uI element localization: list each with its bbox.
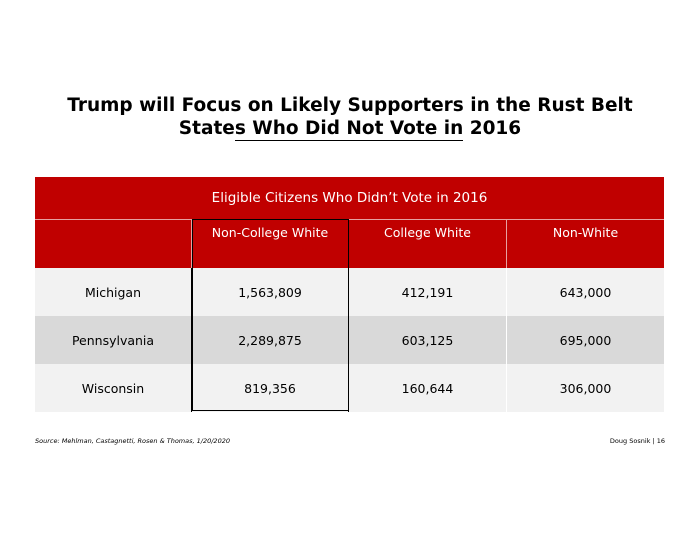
cell-college-white: 160,644 xyxy=(349,364,507,412)
table-row: Michigan 1,563,809 412,191 643,000 xyxy=(35,268,664,316)
title-line-2-prefix: State xyxy=(178,118,235,139)
cell-non-white: 695,000 xyxy=(559,332,612,348)
table-header-row: Non-College White College White Non-Whit… xyxy=(35,220,664,268)
page-number: Doug Sosnik | 16 xyxy=(609,437,665,445)
row-state: Michigan xyxy=(35,268,192,316)
header-college-white: College White xyxy=(349,220,507,268)
title-line-1: Trump will Focus on Likely Supporters in… xyxy=(67,95,633,116)
cell-non-college-white: 1,563,809 xyxy=(192,268,349,316)
table-banner: Eligible Citizens Who Didn’t Vote in 201… xyxy=(35,177,664,220)
title-line-2: States Who Did Not Vote in 2016 xyxy=(0,117,700,141)
cell-college-white: 412,191 xyxy=(349,268,507,316)
cell-non-white: 643,000 xyxy=(559,284,612,300)
header-state xyxy=(35,220,192,268)
title-underlined-text: s Who Did Not Vote in xyxy=(234,118,464,141)
title-line-2-suffix: 2016 xyxy=(463,118,522,139)
slide-title: Trump will Focus on Likely Supporters in… xyxy=(0,94,700,141)
cell-non-college-white: 2,289,875 xyxy=(192,316,349,364)
cell-non-white: 306,000 xyxy=(559,380,612,396)
row-state: Pennsylvania xyxy=(35,316,192,364)
cell-non-college-white: 819,356 xyxy=(192,364,349,412)
header-non-white: Non-White xyxy=(552,225,619,240)
cell-college-white: 603,125 xyxy=(349,316,507,364)
nonvoter-table: Eligible Citizens Who Didn’t Vote in 201… xyxy=(35,177,664,412)
row-state: Wisconsin xyxy=(35,364,192,412)
table-row: Wisconsin 819,356 160,644 306,000 xyxy=(35,364,664,412)
source-note: Source: Mehlman, Castagnetti, Rosen & Th… xyxy=(35,437,230,445)
header-non-college-white: Non-College White xyxy=(192,220,349,268)
table-row: Pennsylvania 2,289,875 603,125 695,000 xyxy=(35,316,664,364)
